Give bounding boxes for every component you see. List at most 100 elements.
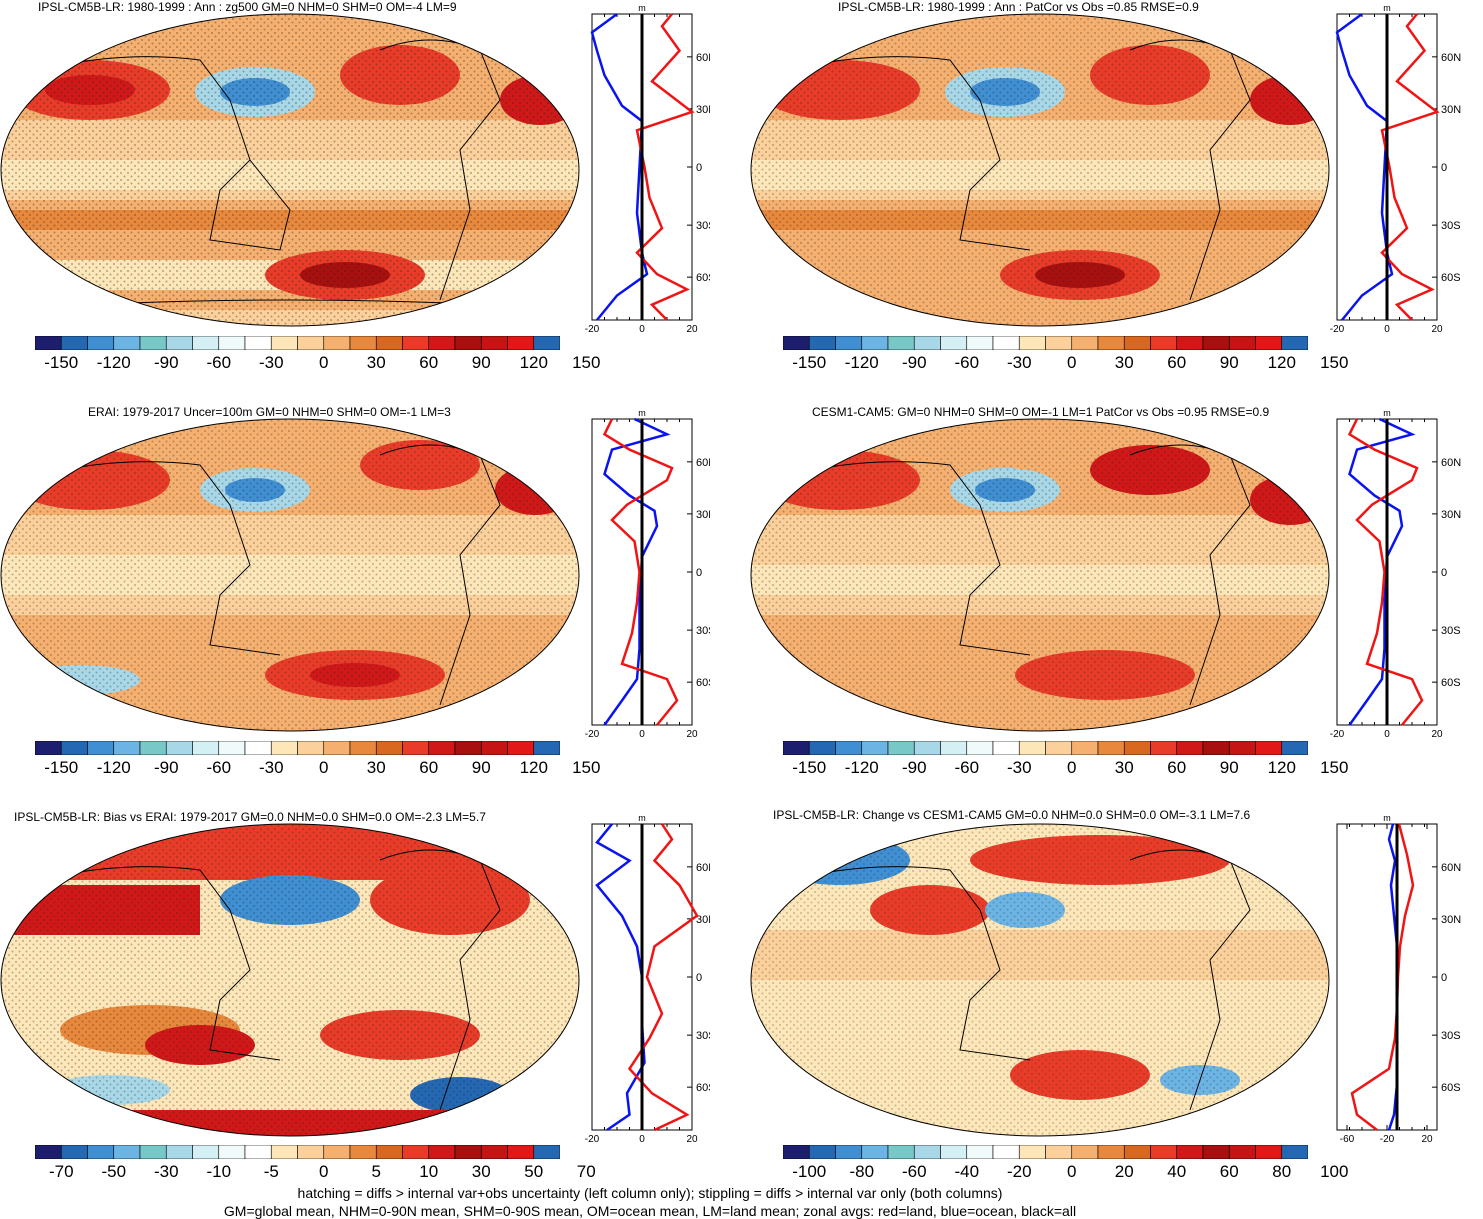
zonal-lat-label: 30S xyxy=(696,1030,710,1042)
zonal-lat-label: 60N xyxy=(1441,862,1461,874)
cb-label: -150 xyxy=(44,758,79,777)
colorbar-box xyxy=(1228,1145,1256,1159)
colorbar-box xyxy=(60,1145,88,1159)
colorbar-6-labels: -100 -80 -60 -40 -20 0 20 40 60 80 100 xyxy=(783,1162,1348,1184)
zonal-unit: m xyxy=(1383,813,1391,823)
colorbar-box xyxy=(1255,1145,1283,1159)
colorbar-box xyxy=(1176,741,1204,755)
colorbar-box xyxy=(87,1145,115,1159)
zonal-xtick-label: -60 xyxy=(1340,1134,1355,1145)
colorbar-box xyxy=(1018,741,1046,755)
colorbar-box xyxy=(1071,1145,1099,1159)
colorbar-box xyxy=(1202,1145,1230,1159)
zonal-plot-5: m -20 0 20 60N 30N 0 30S 60S xyxy=(585,813,710,1145)
colorbar-box xyxy=(297,741,325,755)
colorbar-box xyxy=(1281,741,1308,755)
colorbar-1-labels: -150 -120 -90 -60 -30 0 30 60 90 120 150 xyxy=(35,353,600,375)
zonal-lat-label: 30N xyxy=(1441,509,1461,521)
colorbar-box xyxy=(1097,336,1125,350)
colorbar-box xyxy=(1176,336,1204,350)
zonal-lat-label: 60N xyxy=(696,457,710,469)
zonal-lat-label: 60S xyxy=(1441,677,1461,689)
cb-label: 100 xyxy=(1320,1162,1349,1181)
map-panel-4 xyxy=(750,418,1330,732)
cb-label: 0 xyxy=(319,758,329,777)
cb-label: -150 xyxy=(792,758,827,777)
colorbar-box xyxy=(35,741,62,755)
colorbar-box xyxy=(1123,336,1151,350)
zonal-xtick-label: 0 xyxy=(639,1134,645,1145)
colorbar-box xyxy=(113,336,141,350)
cb-label: 5 xyxy=(371,1162,381,1181)
colorbar-box xyxy=(808,1145,836,1159)
colorbar-box xyxy=(1281,1145,1308,1159)
zonal-land-line xyxy=(1347,418,1424,726)
colorbar-box xyxy=(402,741,430,755)
cb-label: 60 xyxy=(1167,758,1187,777)
colorbar-box xyxy=(1150,741,1178,755)
cb-label: 30 xyxy=(471,1162,491,1181)
colorbar-box xyxy=(835,336,863,350)
zonal-ocean-line xyxy=(603,417,671,726)
zonal-land-line xyxy=(1380,13,1440,321)
cb-label: 90 xyxy=(1219,758,1239,777)
cb-label: 30 xyxy=(1114,758,1134,777)
colorbar-box xyxy=(913,336,941,350)
zonal-ocean-line xyxy=(590,12,649,321)
zonal-unit: m xyxy=(1383,3,1391,13)
zonal-unit: m xyxy=(638,813,646,823)
colorbar-box xyxy=(533,741,560,755)
colorbar-1 xyxy=(35,336,560,350)
zonal-lat-label: 0 xyxy=(696,162,702,174)
cb-label: 0 xyxy=(319,353,329,372)
zonal-lat-label: 60N xyxy=(696,52,710,64)
zonal-lat-label: 30S xyxy=(1441,220,1461,232)
colorbar-box xyxy=(297,336,325,350)
colorbar-box xyxy=(808,336,836,350)
colorbar-box xyxy=(192,741,220,755)
panel-6-title: IPSL-CM5B-LR: Change vs CESM1-CAM5 GM=0.… xyxy=(773,808,1251,822)
colorbar-box xyxy=(139,1145,167,1159)
cb-label: 30 xyxy=(366,353,386,372)
cb-label: 30 xyxy=(366,758,386,777)
map-panel-6 xyxy=(750,823,1330,1137)
cb-label: 50 xyxy=(524,1162,544,1181)
cb-label: -120 xyxy=(844,758,879,777)
colorbar-box xyxy=(1018,336,1046,350)
colorbar-box xyxy=(192,336,220,350)
zonal-lat-label: 60S xyxy=(696,1082,710,1094)
colorbar-box xyxy=(244,741,272,755)
colorbar-box xyxy=(139,741,167,755)
colorbar-box xyxy=(60,741,88,755)
cb-label: -80 xyxy=(849,1162,875,1181)
panel-1-title: IPSL-CM5B-LR: 1980-1999 : Ann : zg500 GM… xyxy=(38,0,457,14)
cb-label: -20 xyxy=(1006,1162,1032,1181)
colorbar-box xyxy=(992,336,1020,350)
colorbar-box xyxy=(454,741,482,755)
zonal-land-line xyxy=(627,823,699,1132)
colorbar-3-labels: -150 -120 -90 -60 -30 0 30 60 90 120 150 xyxy=(35,758,600,780)
colorbar-box xyxy=(323,741,351,755)
colorbar-box xyxy=(992,1145,1020,1159)
panel-3-title: ERAI: 1979-2017 Uncer=100m GM=0 NHM=0 SH… xyxy=(88,405,451,419)
colorbar-box xyxy=(270,741,298,755)
colorbar-box xyxy=(1123,1145,1151,1159)
zonal-xtick-label: 0 xyxy=(639,729,645,740)
colorbar-box xyxy=(1045,336,1073,350)
colorbar-box xyxy=(1045,741,1073,755)
cb-label: -30 xyxy=(1006,353,1032,372)
cb-label: 30 xyxy=(1114,353,1134,372)
colorbar-box xyxy=(244,1145,272,1159)
colorbar-5 xyxy=(35,1145,560,1159)
zonal-lat-label: 60N xyxy=(696,862,710,874)
zonal-plot-2: m -20 0 20 60N 30N 0 30S 60S xyxy=(1330,3,1461,335)
colorbar-box xyxy=(192,1145,220,1159)
colorbar-box xyxy=(940,336,968,350)
colorbar-6 xyxy=(783,1145,1308,1159)
cb-label: 90 xyxy=(1219,353,1239,372)
colorbar-box xyxy=(887,741,915,755)
colorbar-box xyxy=(1018,1145,1046,1159)
cb-label: -150 xyxy=(44,353,79,372)
colorbar-box xyxy=(1202,336,1230,350)
colorbar-2 xyxy=(783,336,1308,350)
